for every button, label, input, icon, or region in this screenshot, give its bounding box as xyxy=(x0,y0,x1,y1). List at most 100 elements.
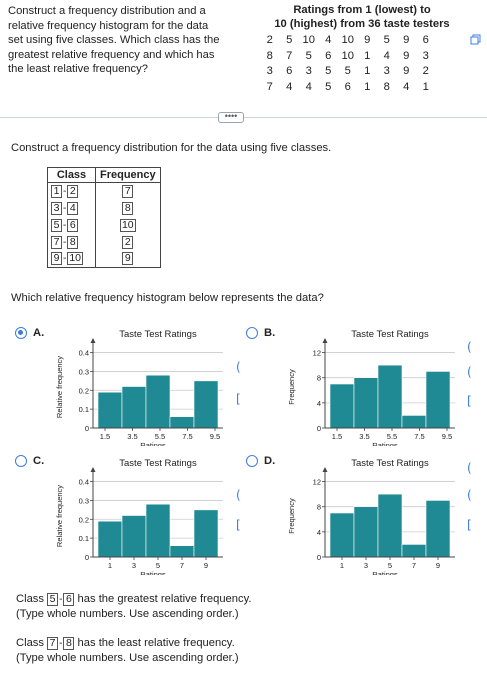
zoom-icon[interactable]: [ xyxy=(236,518,241,532)
axis-arrow xyxy=(90,467,96,472)
y-axis-label: Relative frequency xyxy=(55,356,64,418)
answer2-lo-input[interactable]: 7 xyxy=(47,637,59,650)
y-tick-label: 8 xyxy=(317,503,321,512)
histogram-bar xyxy=(193,380,219,429)
option-d[interactable]: D. xyxy=(246,455,275,467)
dataset-grid: 2 5 10 4 10 9 5 9 6 8 7 5 6 10 1 4 9 3 3 6 3 5 5 1 3 9 2 7 4 4 5 6 1 8 4 1 xyxy=(260,33,436,95)
dataset-value: 9 xyxy=(403,34,410,46)
dataset-value: 1 xyxy=(364,49,371,62)
zoom-icon[interactable]: [ xyxy=(236,392,241,406)
x-tick-label: 9 xyxy=(204,561,208,570)
dataset-value: 10 xyxy=(341,49,354,62)
frequency-cell: 8 xyxy=(96,200,161,217)
histogram-bar xyxy=(425,500,451,558)
histogram-bar xyxy=(377,493,403,558)
frequency-cell: 10 xyxy=(96,217,161,234)
y-tick-label: 0.2 xyxy=(79,386,89,395)
histogram-bar xyxy=(401,415,427,429)
table-row: 7-8 2 xyxy=(47,233,161,251)
class-lo-input[interactable]: 7 xyxy=(51,235,62,249)
dataset-value: 5 xyxy=(325,65,332,77)
dataset-value: 1 xyxy=(422,80,429,93)
class-hi-input[interactable]: 2 xyxy=(67,184,79,198)
class-lo-input[interactable]: 9 xyxy=(51,252,62,266)
y-tick-label: 12 xyxy=(313,478,321,487)
histogram-bar xyxy=(329,383,355,429)
dataset-value: 4 xyxy=(286,80,293,93)
dataset-value: 10 xyxy=(341,34,354,46)
class-cell: 9-10 xyxy=(47,250,96,268)
answer1-prefix: Class xyxy=(16,593,44,605)
dataset-value: 2 xyxy=(422,65,429,77)
radio-b[interactable] xyxy=(246,327,258,339)
zoom-icon[interactable]: [ xyxy=(467,518,472,532)
radio-c[interactable] xyxy=(15,455,27,467)
option-a-label: A. xyxy=(33,327,45,339)
y-tick-label: 0 xyxy=(317,424,321,433)
y-tick-label: 0.4 xyxy=(79,349,89,358)
radio-a[interactable] xyxy=(15,327,27,339)
zoom-icon[interactable]: ( xyxy=(467,461,472,475)
y-tick-label: 0 xyxy=(85,424,89,433)
histogram-a: Taste Test Ratings Relative frequency 0 0.1… xyxy=(55,329,223,446)
dataset-value: 5 xyxy=(305,49,312,62)
copy-icon[interactable] xyxy=(470,34,481,45)
option-b[interactable]: B. xyxy=(246,327,275,339)
y-tick-label: 4 xyxy=(317,399,321,408)
y-tick-label: 0 xyxy=(85,553,89,562)
zoom-icon[interactable]: ( xyxy=(467,340,472,354)
class-hi-input[interactable]: 10 xyxy=(67,252,84,266)
y-tick-label: 0.1 xyxy=(79,405,89,414)
dataset-value: 3 xyxy=(266,65,273,77)
dataset-value: 4 xyxy=(325,34,332,46)
frequency-input[interactable]: 7 xyxy=(122,184,134,198)
option-d-label: D. xyxy=(264,455,276,467)
zoom-icon[interactable]: ( xyxy=(467,488,472,502)
x-tick-label: 5.5 xyxy=(387,432,397,441)
y-tick-label: 4 xyxy=(317,528,321,537)
option-a[interactable]: A. xyxy=(15,327,44,339)
class-lo-input[interactable]: 5 xyxy=(51,218,62,232)
histogram-bar xyxy=(169,545,195,558)
answer1-suffix: has the greatest relative frequency. xyxy=(77,593,252,605)
frequency-input[interactable]: 10 xyxy=(119,218,136,232)
dataset-value: 8 xyxy=(383,80,390,93)
x-tick-label: 9.5 xyxy=(442,432,452,441)
dataset-value: 6 xyxy=(344,80,351,93)
y-tick-label: 0.3 xyxy=(79,496,89,505)
table-row: 5-6 10 xyxy=(47,216,161,234)
x-tick-label: 7 xyxy=(412,561,416,570)
x-tick-label: 1 xyxy=(340,561,344,570)
class-lo-input[interactable]: 3 xyxy=(51,201,62,215)
x-tick-label: 5.5 xyxy=(155,432,165,441)
zoom-icon[interactable]: ( xyxy=(236,360,241,374)
class-hi-input[interactable]: 4 xyxy=(67,201,79,215)
dataset-value: 3 xyxy=(383,65,390,77)
dataset-value: 5 xyxy=(344,65,351,77)
x-tick-label: 1.5 xyxy=(332,432,342,441)
class-hi-input[interactable]: 6 xyxy=(67,218,79,232)
answer2-prefix: Class xyxy=(16,637,44,649)
x-tick-label: 3.5 xyxy=(359,432,369,441)
table-row: 9-10 9 xyxy=(47,250,161,268)
zoom-icon[interactable]: [ xyxy=(467,394,472,408)
answer2-hi-input[interactable]: 8 xyxy=(63,637,75,650)
radio-d[interactable] xyxy=(246,455,258,467)
class-lo-input[interactable]: 1 xyxy=(51,184,62,198)
option-c[interactable]: C. xyxy=(15,455,44,467)
histogram-bar xyxy=(145,503,171,558)
answer1-hi-input[interactable]: 6 xyxy=(63,593,75,606)
x-tick-label: 3 xyxy=(364,561,368,570)
answer1-lo-input[interactable]: 5 xyxy=(47,593,59,606)
x-axis-label: Ratings xyxy=(372,570,398,575)
class-cell: 1-2 xyxy=(47,182,96,200)
frequency-input[interactable]: 8 xyxy=(122,201,134,215)
frequency-input[interactable]: 2 xyxy=(122,235,134,249)
more-button[interactable]: •••• xyxy=(218,112,244,123)
col-header-class: Class xyxy=(47,167,96,183)
frequency-input[interactable]: 9 xyxy=(122,252,134,266)
zoom-icon[interactable]: ( xyxy=(236,488,241,502)
class-hi-input[interactable]: 8 xyxy=(67,235,79,249)
zoom-icon[interactable]: ( xyxy=(467,365,472,379)
